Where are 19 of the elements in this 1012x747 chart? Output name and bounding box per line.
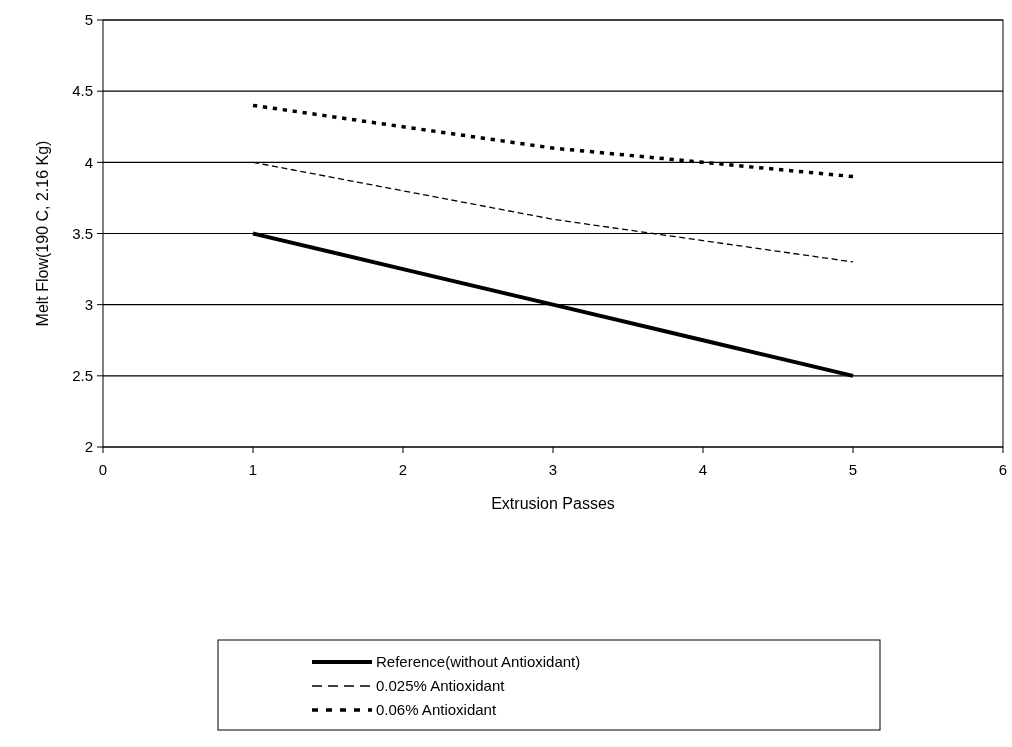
x-tick-label: 3 <box>548 461 558 478</box>
y-tick-label: 3.5 <box>72 224 93 242</box>
legend-label: 0.06% Antioxidant <box>376 701 497 719</box>
x-tick-label: 1 <box>248 461 258 478</box>
legend-label: 0.025% Antioxidant <box>376 677 506 695</box>
y-axis-title: Melt Flow(190 C, 2.16 Kg) <box>34 140 51 327</box>
legend-label: Reference(without Antioxidant) <box>376 653 581 671</box>
x-tick-label: 5 <box>848 461 858 478</box>
y-tick-label: 2.5 <box>72 367 93 385</box>
y-tick-label: 2 <box>84 438 93 456</box>
x-axis-title: Extrusion Passes <box>491 495 615 512</box>
y-tick-label: 4.5 <box>72 82 93 100</box>
x-tick-label: 6 <box>998 461 1008 478</box>
y-tick-label: 4 <box>84 153 93 171</box>
y-tick-label: 5 <box>84 11 93 29</box>
y-tick-label: 3 <box>84 295 93 313</box>
x-tick-label: 2 <box>398 461 408 478</box>
x-tick-label: 4 <box>698 461 708 478</box>
x-tick-label: 0 <box>98 461 108 478</box>
